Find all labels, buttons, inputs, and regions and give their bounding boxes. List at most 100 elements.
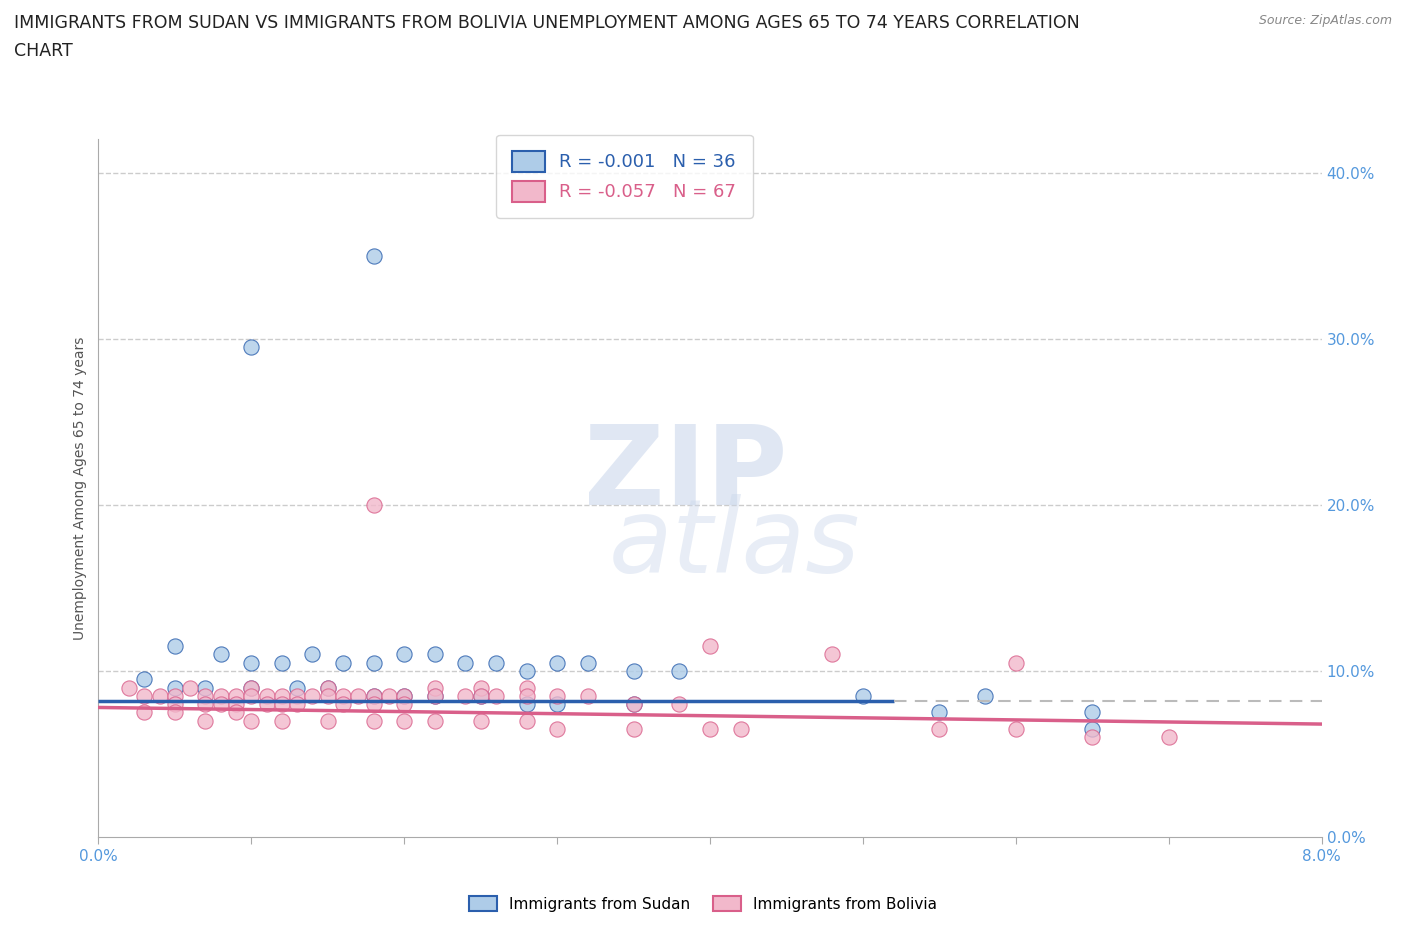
Point (392, 688, 416, 703)
Point (392, 713, 416, 728)
Point (332, 656, 354, 671)
Point (316, 688, 339, 703)
Point (194, 697, 217, 711)
Point (392, 688, 416, 703)
Point (270, 697, 294, 711)
Point (1004, 722, 1026, 737)
Point (163, 688, 186, 703)
Point (285, 680, 308, 695)
Point (316, 680, 339, 695)
Point (546, 688, 568, 703)
Point (485, 656, 508, 671)
Point (118, 680, 141, 695)
Point (194, 688, 217, 703)
Point (301, 647, 323, 662)
Point (194, 713, 217, 728)
Point (423, 688, 446, 703)
Point (163, 639, 186, 654)
Point (1004, 656, 1026, 671)
Point (1157, 730, 1180, 745)
Point (163, 705, 186, 720)
Point (576, 656, 599, 671)
Point (134, 705, 156, 720)
Point (392, 697, 416, 711)
Point (623, 663, 645, 678)
Point (852, 688, 875, 703)
Point (285, 697, 308, 711)
Point (423, 688, 446, 703)
Point (485, 688, 508, 703)
Point (240, 680, 263, 695)
Point (363, 498, 385, 512)
Point (821, 647, 844, 662)
Text: IMMIGRANTS FROM SUDAN VS IMMIGRANTS FROM BOLIVIA UNEMPLOYMENT AMONG AGES 65 TO 7: IMMIGRANTS FROM SUDAN VS IMMIGRANTS FROM… (14, 14, 1080, 32)
Point (699, 722, 721, 737)
Point (516, 688, 538, 703)
Point (546, 697, 568, 711)
Point (256, 697, 278, 711)
Point (974, 688, 997, 703)
Point (363, 688, 385, 703)
Point (699, 639, 721, 654)
Point (332, 688, 354, 703)
Point (516, 680, 538, 695)
Point (423, 647, 446, 662)
Point (623, 697, 645, 711)
Point (623, 697, 645, 711)
Point (347, 688, 370, 703)
Point (209, 688, 232, 703)
Legend: Immigrants from Sudan, Immigrants from Bolivia: Immigrants from Sudan, Immigrants from B… (463, 889, 943, 918)
Point (363, 697, 385, 711)
Point (209, 647, 232, 662)
Point (240, 339, 263, 354)
Point (163, 697, 186, 711)
Point (1081, 705, 1104, 720)
Point (240, 680, 263, 695)
Point (470, 680, 492, 695)
Point (928, 722, 950, 737)
Point (470, 688, 492, 703)
Point (623, 722, 645, 737)
Legend: R = -0.001   N = 36, R = -0.057   N = 67: R = -0.001 N = 36, R = -0.057 N = 67 (496, 135, 752, 218)
Point (134, 671, 156, 686)
Point (363, 248, 385, 263)
Point (285, 688, 308, 703)
Point (270, 656, 294, 671)
Point (194, 680, 217, 695)
Point (179, 680, 201, 695)
Point (928, 705, 950, 720)
Point (163, 680, 186, 695)
Point (454, 688, 477, 703)
Point (576, 688, 599, 703)
Point (668, 697, 690, 711)
Point (516, 663, 538, 678)
Point (225, 705, 247, 720)
Y-axis label: Unemployment Among Ages 65 to 74 years: Unemployment Among Ages 65 to 74 years (73, 337, 87, 640)
Point (225, 688, 247, 703)
Point (363, 688, 385, 703)
Point (240, 656, 263, 671)
Point (240, 713, 263, 728)
Point (1081, 730, 1104, 745)
Point (668, 663, 690, 678)
Point (270, 713, 294, 728)
Point (730, 722, 752, 737)
Point (316, 713, 339, 728)
Point (225, 697, 247, 711)
Point (516, 713, 538, 728)
Point (240, 688, 263, 703)
Text: Source: ZipAtlas.com: Source: ZipAtlas.com (1258, 14, 1392, 27)
Point (1081, 722, 1104, 737)
Text: ZIP: ZIP (583, 420, 787, 528)
Point (134, 688, 156, 703)
Text: atlas: atlas (609, 494, 860, 594)
Point (470, 713, 492, 728)
Point (332, 697, 354, 711)
Point (256, 688, 278, 703)
Point (316, 680, 339, 695)
Point (301, 688, 323, 703)
Point (149, 688, 172, 703)
Point (546, 656, 568, 671)
Point (546, 722, 568, 737)
Point (270, 688, 294, 703)
